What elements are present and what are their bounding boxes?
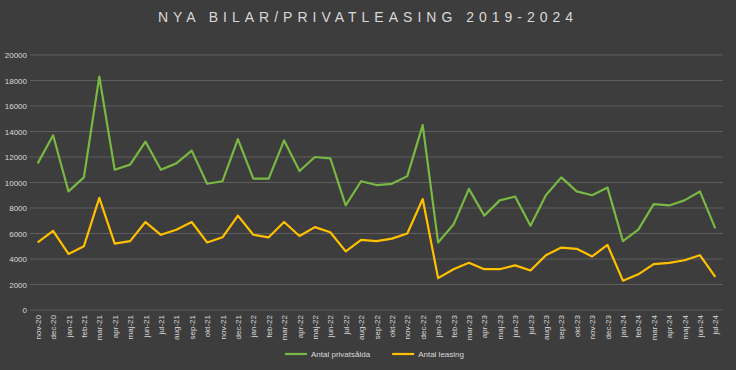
grid-line (30, 259, 723, 260)
x-tick-label: dec-21 (234, 314, 243, 339)
x-tick-label: jun-21 (142, 314, 151, 338)
x-tick-label: aug-23 (542, 314, 551, 339)
x-tick-label: okt-21 (203, 314, 212, 337)
y-tick-label: 2000 (9, 281, 27, 290)
y-tick-label: 8000 (9, 204, 27, 213)
x-tick-label: maj-23 (496, 314, 505, 339)
legend-label: Antal leasing (418, 350, 464, 359)
y-tick-label: 16000 (5, 102, 28, 111)
grid-line (30, 284, 723, 285)
grid-line (30, 55, 723, 56)
legend-swatch (392, 353, 414, 355)
y-tick-label: 18000 (5, 77, 28, 86)
x-tick-label: dec-20 (49, 314, 58, 339)
x-tick-label: aug-22 (357, 314, 366, 339)
x-tick-label: jul-22 (342, 314, 351, 335)
grid-line (30, 131, 723, 132)
plot-area (38, 77, 716, 281)
x-tick-label: apr-24 (665, 314, 674, 338)
grid-line (30, 106, 723, 107)
x-tick-label: apr-22 (296, 314, 305, 338)
y-tick-label: 0 (23, 306, 28, 315)
x-tick-label: dec-23 (604, 314, 613, 339)
x-tick-label: jun-23 (511, 314, 520, 338)
y-tick-label: 12000 (5, 153, 28, 162)
x-tick-label: mar-21 (95, 314, 104, 340)
y-tick-label: 4000 (9, 255, 27, 264)
grid-line (30, 182, 723, 183)
x-tick-label: feb-23 (450, 314, 459, 337)
series-line (38, 198, 716, 281)
x-tick-label: sep-23 (557, 314, 566, 339)
x-tick-label: sep-22 (373, 314, 382, 339)
x-tick-label: feb-24 (634, 314, 643, 337)
x-tick-label: apr-21 (111, 314, 120, 338)
x-tick-label: jan-21 (65, 314, 74, 338)
x-tick-label: jan-23 (434, 314, 443, 338)
x-tick-label: maj-21 (126, 314, 135, 339)
legend-label: Antal privatsålda (311, 350, 371, 359)
x-tick-label: mar-24 (650, 314, 659, 340)
x-tick-label: nov-21 (219, 314, 228, 339)
x-tick-label: okt-23 (573, 314, 582, 337)
x-tick-label: jul-21 (157, 314, 166, 335)
x-tick-label: aug-21 (172, 314, 181, 339)
grid-line (30, 233, 723, 234)
grid-line (30, 80, 723, 81)
x-tick-label: mar-22 (280, 314, 289, 340)
y-tick-label: 10000 (5, 179, 28, 188)
x-tick-label: nov-22 (403, 314, 412, 339)
chart: NYA BILAR/PRIVATLEASING 2019-2024 0 2000 40… (0, 0, 736, 370)
grid-line (30, 208, 723, 209)
background (0, 0, 736, 370)
x-tick-label: sep-21 (188, 314, 197, 339)
x-tick-label: mar-23 (465, 314, 474, 340)
x-tick-label: feb-21 (80, 314, 89, 337)
x-tick-label: apr-23 (480, 314, 489, 338)
series-line (38, 77, 716, 243)
x-tick-label: jul-23 (527, 314, 536, 335)
x-tick-label: maj-24 (681, 314, 690, 339)
x-tick-label: dec-22 (419, 314, 428, 339)
x-tick-label: okt-22 (388, 314, 397, 337)
title: NYA BILAR/PRIVATLEASING 2019-2024 (158, 9, 578, 25)
y-tick-label: 20000 (5, 51, 28, 60)
x-tick-label: jun-24 (696, 314, 705, 338)
grid-line (30, 310, 723, 311)
x-tick-label: maj-22 (311, 314, 320, 339)
x-tick-label: jan-22 (249, 314, 258, 338)
x-tick-label: jun-22 (326, 314, 335, 338)
x-tick-label: jan-24 (619, 314, 628, 338)
x-tick-label: jul-24 (711, 314, 720, 335)
y-tick-label: 6000 (9, 230, 27, 239)
x-tick-label: nov-23 (588, 314, 597, 339)
x-tick-label: feb-22 (265, 314, 274, 337)
y-tick-label: 14000 (5, 128, 28, 137)
legend-swatch (285, 353, 307, 355)
x-tick-label: nov-20 (34, 314, 43, 339)
